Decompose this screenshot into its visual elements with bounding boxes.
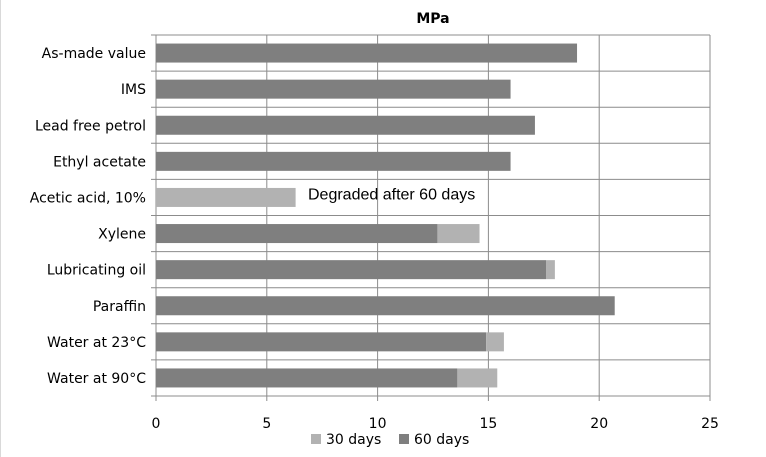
category-label: Water at 23°C	[47, 335, 146, 351]
bar-30-days	[546, 260, 555, 280]
annotation-label: Degraded after 60 days	[308, 186, 475, 203]
bar-60-days	[156, 79, 511, 99]
category-label: Xylene	[98, 227, 146, 243]
legend-label: 60 days	[414, 432, 469, 448]
category-label: As-made value	[42, 46, 146, 62]
category-label: Acetic acid, 10%	[30, 190, 146, 206]
bar-60-days	[156, 368, 458, 388]
category-label: Paraffin	[93, 299, 146, 315]
category-label: IMS	[121, 82, 146, 98]
bar-30-days	[486, 332, 504, 352]
category-label: Ethyl acetate	[53, 154, 146, 170]
bar-30-days	[457, 368, 498, 388]
bar-60-days	[156, 332, 487, 352]
x-tick-label: 25	[701, 416, 719, 432]
bar-60-days	[156, 260, 547, 280]
bar-60-days	[156, 115, 535, 135]
category-label: Lubricating oil	[47, 263, 146, 279]
x-tick-label: 15	[479, 416, 497, 432]
chart-title: MPa	[416, 11, 449, 27]
bar-60-days	[156, 151, 511, 171]
legend-swatch	[399, 434, 409, 444]
bar-30-days	[437, 224, 480, 244]
category-label: Lead free petrol	[35, 118, 146, 134]
x-tick-label: 20	[590, 416, 608, 432]
bar-60-days	[156, 43, 578, 63]
bar-60-days	[156, 224, 438, 244]
bar-30-days	[156, 187, 296, 207]
legend-label: 30 days	[326, 432, 381, 448]
legend-swatch	[311, 434, 321, 444]
category-label: Water at 90°C	[47, 371, 146, 387]
bar-60-days	[156, 296, 615, 316]
x-tick-label: 0	[152, 416, 161, 432]
x-tick-label: 5	[262, 416, 271, 432]
x-tick-label: 10	[369, 416, 387, 432]
